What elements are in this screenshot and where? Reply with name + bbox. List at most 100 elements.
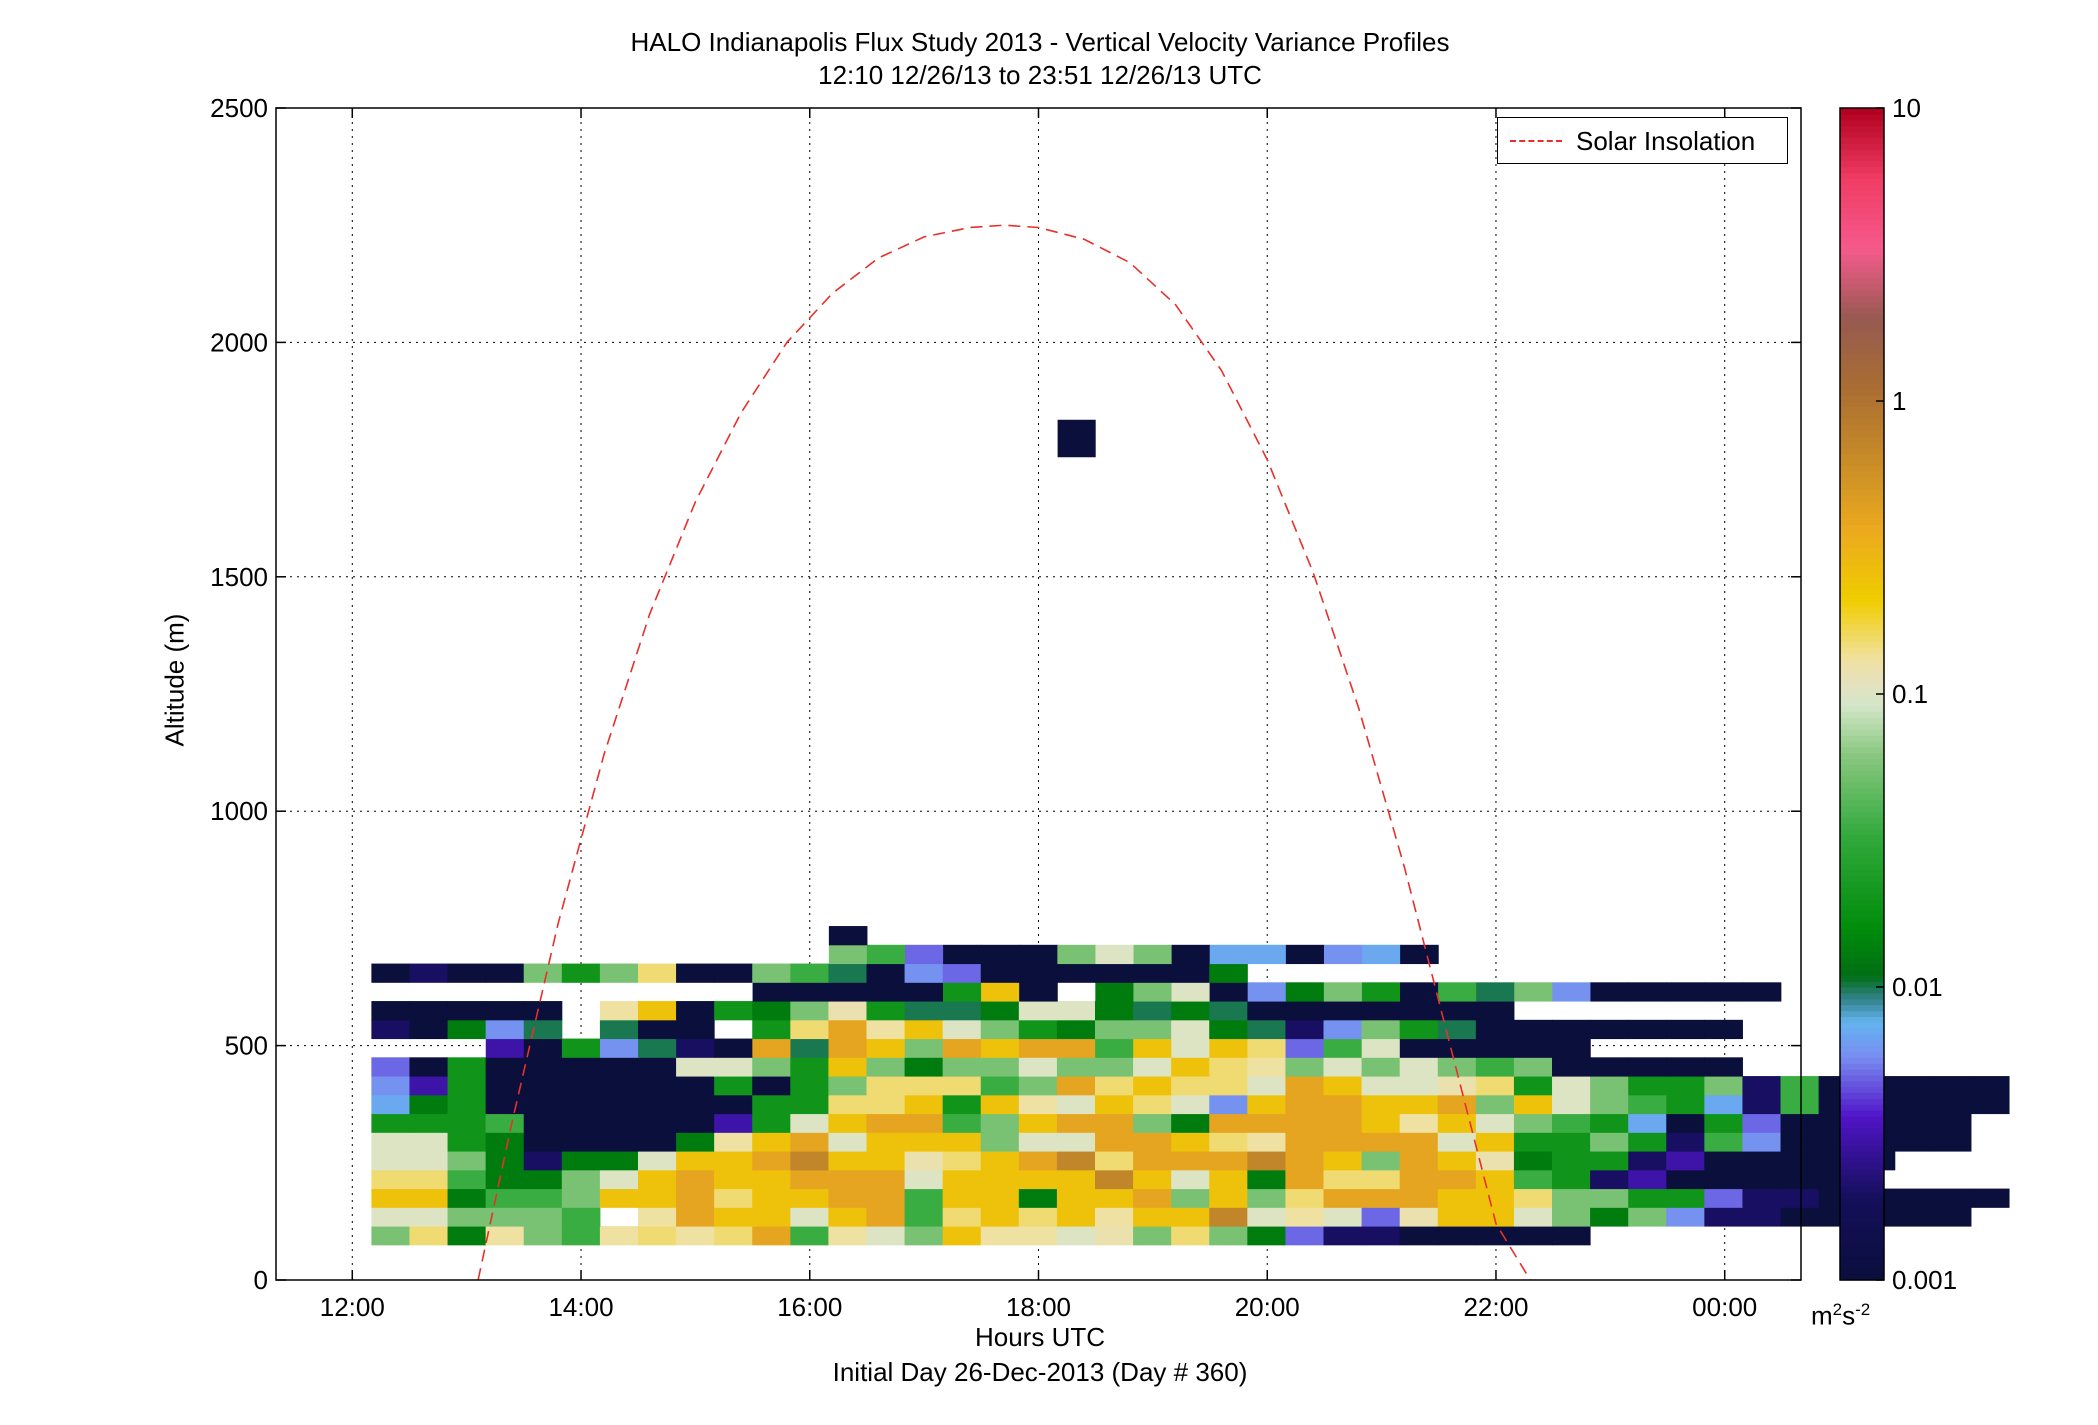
heatmap-cell bbox=[371, 1019, 410, 1040]
heatmap-cell bbox=[1247, 982, 1287, 1002]
heatmap-cell bbox=[1171, 982, 1211, 1002]
heatmap-cell bbox=[790, 1188, 829, 1208]
colorbar-segment bbox=[1840, 987, 1884, 994]
heatmap-cell bbox=[1590, 1076, 1629, 1096]
heatmap-cell bbox=[1400, 944, 1439, 965]
y-axis: 0 500 1000 1500 2000 2500 bbox=[210, 93, 1801, 1295]
colorbar-segment bbox=[1840, 834, 1884, 842]
heatmap-cell bbox=[866, 1188, 906, 1208]
colorbar-segment bbox=[1840, 1016, 1884, 1023]
x-tick-label: 20:00 bbox=[1235, 1292, 1300, 1322]
colorbar-segment bbox=[1840, 1244, 1884, 1252]
heatmap-cell bbox=[866, 944, 906, 965]
colorbar-segment bbox=[1840, 1215, 1884, 1222]
heatmap-cell bbox=[1094, 1001, 1134, 1021]
colorbar-segment bbox=[1840, 154, 1884, 162]
colorbar-segment bbox=[1840, 518, 1884, 525]
heatmap-cell bbox=[714, 1226, 753, 1246]
colorbar-segment bbox=[1840, 916, 1884, 924]
heatmap-cell bbox=[1475, 1226, 1515, 1246]
heatmap-cell bbox=[1894, 1113, 1934, 1133]
colorbar-segment bbox=[1840, 324, 1884, 332]
heatmap-cell bbox=[523, 1226, 563, 1246]
heatmap-cell bbox=[866, 1113, 906, 1133]
heatmap-cell bbox=[1323, 1019, 1363, 1040]
colorbar-segment bbox=[1840, 1250, 1884, 1258]
colorbar-segment bbox=[1840, 494, 1884, 502]
heatmap-cell bbox=[676, 1113, 715, 1133]
heatmap-cell bbox=[409, 1019, 449, 1040]
colorbar-segment bbox=[1840, 412, 1884, 420]
colorbar-segment bbox=[1840, 664, 1884, 672]
heatmap-cell bbox=[1361, 1113, 1401, 1133]
heatmap-cell bbox=[904, 1019, 944, 1040]
colorbar-segment bbox=[1840, 125, 1884, 133]
heatmap-cell bbox=[1513, 1113, 1553, 1133]
heatmap-cell bbox=[1095, 982, 1134, 1002]
heatmap-cell bbox=[866, 963, 906, 983]
colorbar-segment bbox=[1840, 582, 1884, 590]
heatmap-cell bbox=[1171, 1226, 1210, 1246]
heatmap-cell bbox=[1094, 1169, 1134, 1190]
heatmap-cell bbox=[447, 1094, 487, 1115]
colorbar-segment bbox=[1840, 184, 1884, 191]
heatmap-cell bbox=[1094, 1207, 1134, 1227]
heatmap-cell bbox=[485, 1132, 525, 1152]
colorbar-segment bbox=[1840, 541, 1884, 549]
series-solar-insolation bbox=[477, 224, 1531, 1281]
heatmap-cell bbox=[371, 1094, 410, 1115]
colorbar-segment bbox=[1840, 336, 1884, 343]
heatmap-cell bbox=[1209, 1132, 1248, 1152]
heatmap-cell bbox=[1590, 1132, 1629, 1152]
heatmap-cell bbox=[599, 1057, 639, 1077]
heatmap-cell bbox=[447, 1188, 487, 1208]
heatmap-cell bbox=[1628, 1132, 1667, 1152]
colorbar-segment bbox=[1840, 195, 1884, 203]
heatmap-cell bbox=[1285, 1169, 1325, 1190]
heatmap-cell bbox=[1094, 1151, 1134, 1171]
heatmap-cell bbox=[752, 1169, 791, 1190]
colorbar-segment bbox=[1840, 395, 1884, 402]
colorbar-segment bbox=[1840, 201, 1884, 209]
colorbar-segment bbox=[1840, 805, 1884, 812]
colorbar-segment bbox=[1840, 231, 1884, 238]
colorbar-segment bbox=[1840, 998, 1884, 1006]
colorbar-segment bbox=[1840, 1115, 1884, 1123]
heatmap-cell bbox=[371, 1057, 410, 1077]
heatmap-cell bbox=[447, 1001, 487, 1021]
heatmap-cell bbox=[752, 1151, 791, 1171]
heatmap-cell bbox=[409, 1113, 449, 1133]
heatmap-cell bbox=[1704, 1057, 1743, 1077]
heatmap-cell bbox=[1704, 1113, 1743, 1133]
colorbar-segment bbox=[1840, 1156, 1884, 1164]
heatmap-cell bbox=[1323, 1188, 1363, 1208]
colorbar-segment bbox=[1840, 1274, 1884, 1281]
colorbar-tick-label: 10 bbox=[1892, 93, 1921, 123]
heatmap-cell bbox=[1323, 982, 1363, 1002]
colorbar-segment bbox=[1840, 1086, 1884, 1094]
colorbar-segment bbox=[1840, 166, 1884, 174]
heatmap-cell bbox=[714, 1151, 753, 1171]
heatmap-cell bbox=[1932, 1207, 1972, 1227]
colorbar-segment bbox=[1840, 1139, 1884, 1146]
colorbar-segment bbox=[1840, 377, 1884, 385]
heatmap-cell bbox=[1894, 1094, 1934, 1115]
heatmap-cell bbox=[637, 1151, 677, 1171]
colorbar-segment bbox=[1840, 1203, 1884, 1211]
colorbar-segment bbox=[1840, 752, 1884, 760]
heatmap-cell bbox=[485, 1113, 525, 1133]
heatmap-cell bbox=[1018, 1057, 1058, 1077]
heatmap-cell bbox=[1666, 1169, 1705, 1190]
heatmap-cell bbox=[1399, 1038, 1439, 1058]
colorbar-segment bbox=[1840, 758, 1884, 765]
heatmap-cell bbox=[485, 1038, 525, 1058]
heatmap-cell bbox=[1742, 1076, 1782, 1096]
colorbar-segment bbox=[1840, 1063, 1884, 1070]
colorbar-segment bbox=[1840, 424, 1884, 431]
heatmap-cell bbox=[1285, 982, 1325, 1002]
colorbar-segment bbox=[1840, 647, 1884, 654]
colorbar-segment bbox=[1840, 1192, 1884, 1199]
heatmap-cell bbox=[447, 1132, 487, 1152]
colorbar-segment bbox=[1840, 389, 1884, 396]
